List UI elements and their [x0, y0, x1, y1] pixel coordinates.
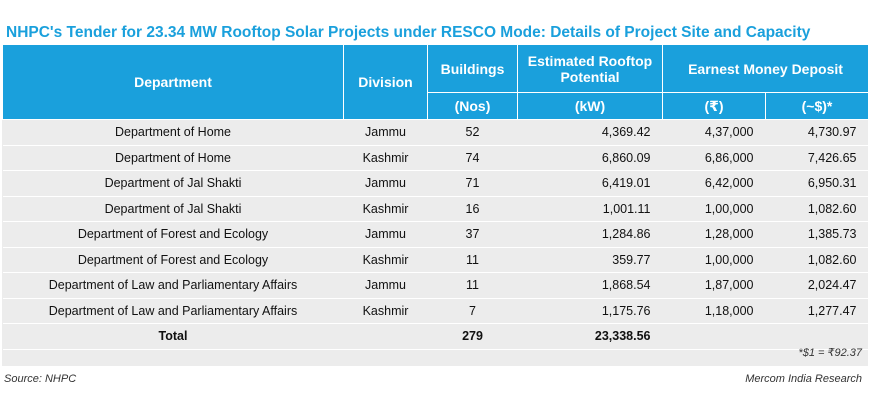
cell-emd-inr: 6,86,000 — [662, 145, 766, 171]
total-emd-inr-empty — [662, 323, 766, 350]
header-emd-usd: (~$)* — [764, 92, 870, 120]
cell-buildings: 71 — [427, 170, 518, 197]
header-division: Division — [343, 44, 428, 120]
cell-department: Department of Forest and Ecology — [2, 221, 344, 248]
cell-buildings: 7 — [427, 298, 518, 324]
header-row-main: Department Division Buildings Estimated … — [2, 44, 870, 120]
total-label: Total — [2, 323, 344, 350]
header-emd-inr: (₹) — [662, 92, 766, 120]
table-row: Department of Jal Shakti Jammu 71 6,419.… — [2, 170, 869, 197]
cell-emd-usd: 4,730.97 — [765, 119, 869, 146]
total-emd-usd-empty — [765, 323, 869, 350]
total-division-empty — [343, 323, 428, 350]
cell-division: Jammu — [343, 170, 428, 197]
table-row: Department of Jal Shakti Kashmir 16 1,00… — [2, 196, 869, 222]
exchange-rate-note: *$1 = ₹92.37 — [798, 347, 862, 359]
page-title: NHPC's Tender for 23.34 MW Rooftop Solar… — [6, 24, 811, 41]
cell-potential: 4,369.42 — [517, 119, 663, 146]
cell-buildings: 74 — [427, 145, 518, 171]
cell-buildings: 11 — [427, 272, 518, 299]
table-row: Department of Law and Parliamentary Affa… — [2, 298, 869, 324]
cell-potential: 1,001.11 — [517, 196, 663, 222]
cell-department: Department of Jal Shakti — [2, 170, 344, 197]
source-note: Source: NHPC — [4, 373, 77, 385]
header-emd: Earnest Money Deposit — [661, 44, 870, 93]
cell-emd-inr: 6,42,000 — [662, 170, 766, 197]
cell-emd-inr: 1,87,000 — [662, 272, 766, 299]
header-potential: Estimated Rooftop Potential — [517, 44, 663, 93]
cell-emd-inr: 1,00,000 — [662, 247, 766, 273]
header-row-units: (Nos) (kW) (₹) (~$)* — [3, 92, 870, 120]
total-row: Total 279 23,338.56 — [2, 323, 869, 350]
cell-division: Kashmir — [343, 298, 428, 324]
cell-potential: 6,860.09 — [517, 145, 663, 171]
header-buildings-unit: (Nos) — [427, 92, 518, 120]
total-buildings: 279 — [427, 323, 518, 350]
cell-emd-inr: 4,37,000 — [662, 119, 766, 146]
cell-emd-inr: 1,28,000 — [662, 221, 766, 248]
table-row: Department of Home Jammu 52 4,369.42 4,3… — [2, 119, 869, 146]
cell-emd-usd: 1,385.73 — [765, 221, 869, 248]
cell-department: Department of Home — [2, 119, 344, 146]
cell-buildings: 11 — [427, 247, 518, 273]
cell-division: Jammu — [343, 119, 428, 146]
cell-potential: 1,175.76 — [517, 298, 663, 324]
tender-table-container: Department Division Buildings Estimated … — [2, 44, 870, 366]
table-row: Department of Home Kashmir 74 6,860.09 6… — [2, 145, 869, 171]
header-potential-unit: (kW) — [517, 92, 663, 120]
cell-buildings: 37 — [427, 221, 518, 248]
tender-table: Department Division Buildings Estimated … — [2, 44, 870, 350]
cell-department: Department of Home — [2, 145, 344, 171]
cell-potential: 6,419.01 — [517, 170, 663, 197]
total-potential: 23,338.56 — [517, 323, 663, 350]
table-row: Department of Forest and Ecology Kashmir… — [2, 247, 869, 273]
cell-potential: 1,284.86 — [517, 221, 663, 248]
cell-department: Department of Law and Parliamentary Affa… — [2, 298, 344, 324]
cell-buildings: 52 — [427, 119, 518, 146]
header-buildings: Buildings — [427, 44, 518, 93]
header-department: Department — [2, 44, 344, 120]
cell-emd-usd: 1,277.47 — [765, 298, 869, 324]
cell-emd-inr: 1,00,000 — [662, 196, 766, 222]
cell-department: Department of Jal Shakti — [2, 196, 344, 222]
cell-department: Department of Law and Parliamentary Affa… — [2, 272, 344, 299]
cell-potential: 1,868.54 — [517, 272, 663, 299]
cell-emd-usd: 2,024.47 — [765, 272, 869, 299]
table-row: Department of Forest and Ecology Jammu 3… — [2, 221, 869, 248]
cell-department: Department of Forest and Ecology — [2, 247, 344, 273]
cell-emd-usd: 7,426.65 — [765, 145, 869, 171]
table-row: Department of Law and Parliamentary Affa… — [2, 272, 869, 299]
cell-emd-usd: 1,082.60 — [765, 196, 869, 222]
cell-buildings: 16 — [427, 196, 518, 222]
cell-emd-usd: 1,082.60 — [765, 247, 869, 273]
cell-division: Kashmir — [343, 247, 428, 273]
cell-emd-usd: 6,950.31 — [765, 170, 869, 197]
cell-emd-inr: 1,18,000 — [662, 298, 766, 324]
cell-potential: 359.77 — [517, 247, 663, 273]
research-credit: Mercom India Research — [745, 373, 862, 385]
cell-division: Jammu — [343, 221, 428, 248]
cell-division: Jammu — [343, 272, 428, 299]
cell-division: Kashmir — [343, 145, 428, 171]
cell-division: Kashmir — [343, 196, 428, 222]
